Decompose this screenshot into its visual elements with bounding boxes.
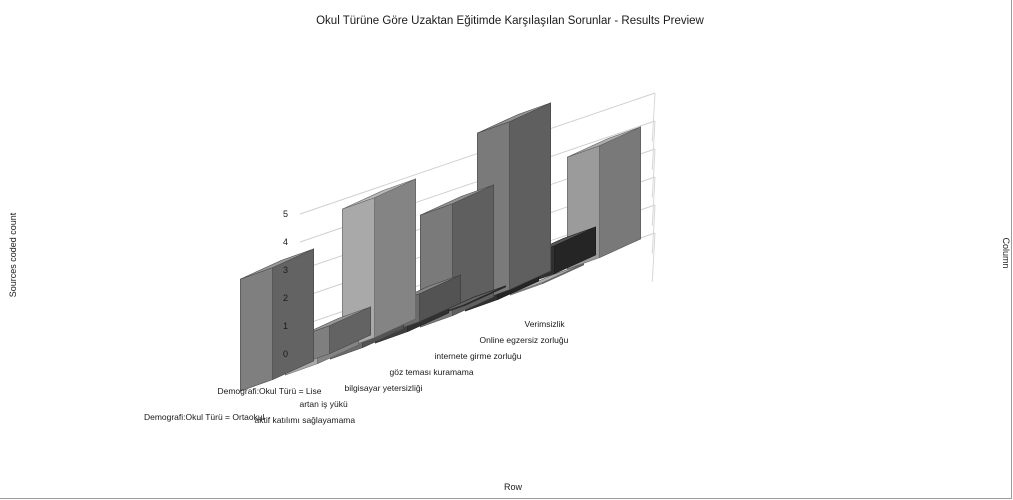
side-gridline-0	[651, 232, 656, 282]
category-label-online-egzersiz-zorlu-u: Online egzersiz zorluğu	[480, 335, 569, 345]
y-axis-label: Sources coded count	[8, 212, 18, 297]
category-label-verimsizlik: Verimsizlik	[525, 319, 566, 329]
category-label-artan-i-y-k: artan iş yükü	[300, 399, 348, 409]
row-label-demografi-okul-t-r-ortaokul: Demografi:Okul Türü = Ortaokul	[144, 412, 265, 422]
category-label-aktif-kat-l-m-sa-layamama: aktif katılımı sağlayamama	[255, 415, 356, 425]
category-label-bilgisayar-yetersizli-i: bilgisayar yetersizliği	[345, 383, 423, 393]
y-tick-labels: 0 1 2 3 4 5	[283, 209, 288, 359]
y-tick-label-5: 5	[283, 209, 288, 219]
y-tick-label-4: 4	[283, 237, 288, 247]
z-axis-label: Column	[1001, 237, 1011, 268]
y-tick-label-3: 3	[283, 265, 288, 275]
side-gridline-1	[651, 204, 656, 254]
y-tick-label-1: 1	[283, 321, 288, 331]
row-label-demografi-okul-t-r-lise: Demografi:Okul Türü = Lise	[217, 386, 321, 396]
category-labels: aktif katılımı sağlayamama artan iş yükü b…	[255, 319, 569, 425]
side-gridline-5	[651, 92, 656, 142]
category-label-g-z-temas-kuramama: göz teması kuramama	[390, 367, 474, 377]
side-gridline-2	[651, 176, 656, 226]
bar-demografi-okul-t-r-lise-artan-i-y-k	[341, 178, 417, 350]
y-tick-label-2: 2	[283, 293, 288, 303]
chart-bars	[240, 102, 642, 392]
chart-title: Okul Türüne Göre Uzaktan Eğitimde Karşıl…	[316, 15, 704, 27]
bar-demografi-okul-t-r-ortaokul-aktif-kat-l-m-sa-layamama	[240, 248, 315, 392]
side-gridline-3	[651, 148, 656, 198]
side-gridline-4	[651, 120, 656, 170]
row-labels: Demografi:Okul Türü = Ortaokul Demografi:…	[144, 386, 322, 422]
x-axis-label: Row	[504, 482, 523, 492]
y-tick-label-0: 0	[283, 349, 288, 359]
category-label-internete-girme-zorlu-u: internete girme zorluğu	[435, 351, 522, 361]
